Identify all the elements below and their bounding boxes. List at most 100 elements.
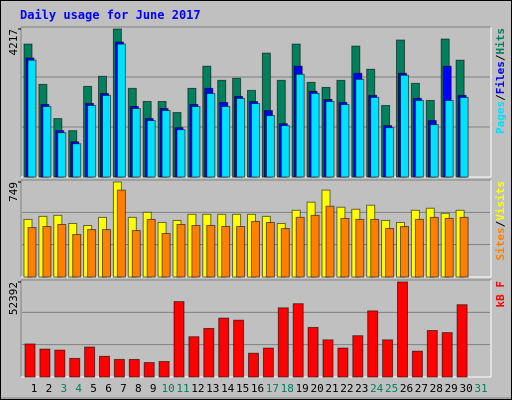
bar: [42, 106, 52, 178]
bar: [414, 99, 424, 178]
bar: [429, 124, 439, 178]
x-tick-label: 19: [296, 382, 309, 395]
x-tick-label: 12: [191, 382, 204, 395]
legend: Pages/Files/Hits: [494, 28, 507, 134]
chart-title: Daily usage for June 2017: [20, 8, 201, 22]
bar: [221, 106, 231, 178]
bar: [39, 348, 51, 378]
bar: [27, 59, 37, 178]
bar: [385, 228, 395, 278]
bar: [251, 220, 260, 278]
bar: [218, 317, 230, 378]
x-tick-label: 20: [310, 382, 323, 395]
bar: [322, 339, 334, 378]
bar: [233, 319, 245, 378]
x-tick-label: 22: [340, 382, 353, 395]
x-tick-label: 1: [31, 382, 38, 395]
bar: [265, 221, 275, 278]
bar: [277, 307, 289, 378]
bar: [24, 343, 36, 378]
x-tick-label: 8: [135, 382, 142, 395]
bar: [54, 349, 66, 378]
bar: [158, 361, 170, 378]
legend-separator: /: [494, 220, 507, 227]
x-tick-label: 16: [251, 382, 264, 395]
legend: Sites/Visits: [494, 181, 507, 261]
bar: [128, 358, 140, 378]
x-tick-label: 10: [161, 382, 174, 395]
bar: [295, 216, 305, 278]
bar: [188, 336, 200, 378]
x-tick-label: 4: [75, 382, 82, 395]
bar: [57, 132, 67, 178]
y-tick-label: 52392: [7, 282, 20, 315]
x-tick-label: 27: [415, 382, 428, 395]
bar: [84, 346, 96, 378]
x-tick-label: 30: [459, 382, 472, 395]
x-tick-label: 7: [120, 382, 127, 395]
bar: [161, 110, 171, 178]
bar: [400, 74, 409, 178]
x-tick-label: 24: [370, 382, 384, 395]
x-tick-label: 31: [474, 382, 487, 395]
x-tick-label: 11: [176, 382, 189, 395]
x-tick-label: 15: [236, 382, 249, 395]
bar: [265, 115, 275, 178]
x-tick-label: 2: [46, 382, 53, 395]
legend-separator: /: [494, 94, 507, 101]
bar: [191, 106, 201, 178]
bar: [113, 358, 125, 378]
bar: [206, 92, 216, 178]
bar: [42, 226, 52, 278]
bar: [72, 143, 82, 178]
bar: [116, 189, 126, 278]
bar: [116, 43, 126, 178]
bar: [131, 108, 141, 178]
bar: [340, 103, 350, 178]
legend-entry: Hits: [494, 28, 507, 55]
x-tick-label: 9: [150, 382, 157, 395]
legend-entry: Sites: [494, 227, 507, 260]
bar: [414, 218, 424, 278]
bar: [459, 216, 469, 278]
bar: [248, 352, 259, 378]
bar: [146, 120, 156, 178]
bar: [131, 230, 141, 278]
bar: [340, 217, 350, 278]
legend-entry: Visits: [494, 181, 507, 221]
bar: [370, 96, 380, 178]
bar: [459, 96, 469, 178]
bar: [143, 362, 155, 378]
bar: [310, 214, 320, 278]
x-tick-label: 6: [105, 382, 112, 395]
bar: [102, 94, 111, 178]
bar: [173, 301, 185, 378]
x-tick-label: 5: [90, 382, 97, 395]
bar: [370, 218, 380, 278]
legend: kB F: [494, 281, 507, 308]
x-tick-label: 21: [325, 382, 338, 395]
bar: [236, 97, 246, 178]
y-tick-label: 4217: [7, 29, 20, 56]
x-tick-label: 3: [60, 382, 67, 395]
bar: [411, 350, 423, 378]
x-tick-label: 25: [385, 382, 398, 395]
x-tick-label: 13: [206, 382, 219, 395]
bar: [310, 92, 320, 178]
bar: [382, 339, 394, 378]
bar: [146, 218, 156, 278]
bar: [307, 326, 319, 378]
legend-entry: Pages: [494, 101, 507, 134]
bar: [444, 217, 454, 278]
bar: [385, 127, 395, 178]
legend-entry: Files: [494, 61, 507, 94]
bar: [236, 226, 246, 278]
bar: [280, 228, 290, 278]
bar: [27, 227, 37, 278]
bar: [72, 234, 82, 278]
bar: [99, 355, 110, 378]
x-tick-label: 17: [266, 382, 279, 395]
bar: [203, 327, 215, 378]
bar: [176, 129, 186, 178]
